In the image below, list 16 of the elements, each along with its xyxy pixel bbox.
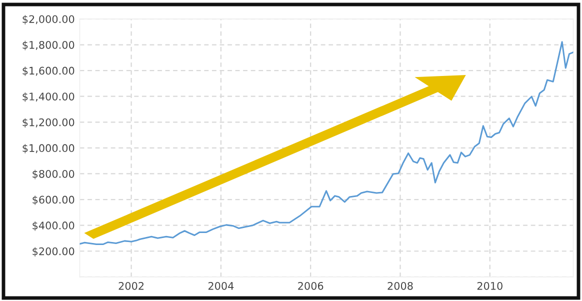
y-tick-label: $200.00 [32,247,74,257]
y-tick-label: $1,800.00 [22,40,74,50]
y-tick-label: $400.00 [32,221,74,231]
y-tick-label: $1,000.00 [22,144,74,154]
y-tick-label: $2,000.00 [22,15,74,24]
x-tick-label: 2004 [208,282,234,290]
x-tick-label: 2008 [388,282,413,290]
line-series [80,41,574,246]
y-tick-label: $1,400.00 [22,92,74,102]
y-tick-label: $800.00 [32,170,74,180]
x-tick-label: 2010 [477,282,502,290]
x-tick-label: 2002 [118,282,144,290]
y-tick-label: $1,600.00 [22,66,74,76]
y-tick-label: $600.00 [32,196,74,206]
y-tick-label: $1,200.00 [22,118,74,128]
x-tick-label: 2006 [298,282,324,290]
